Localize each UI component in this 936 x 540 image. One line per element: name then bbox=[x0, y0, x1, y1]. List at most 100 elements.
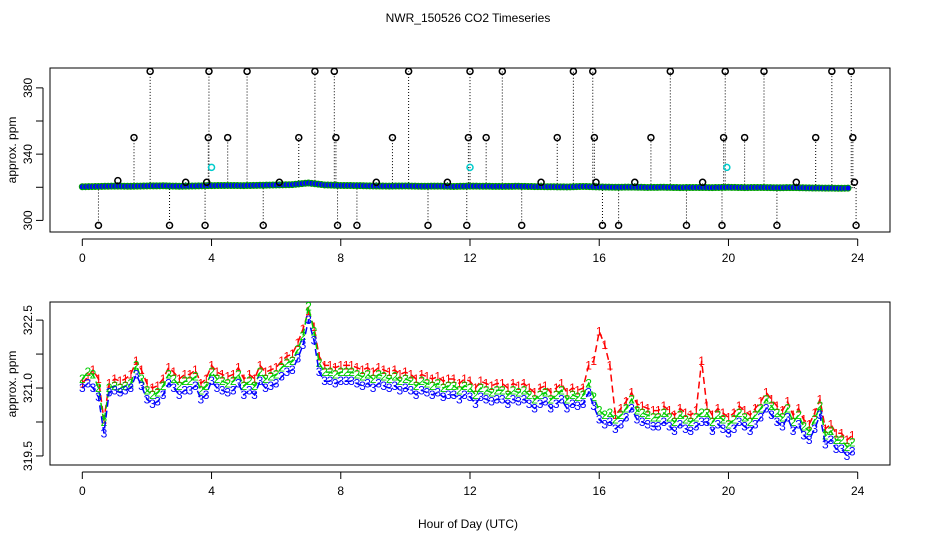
bottom-series-1-point: 1 bbox=[224, 370, 231, 384]
bottom-series-3-point: 3 bbox=[429, 388, 436, 402]
bottom-series-3-point: 3 bbox=[790, 424, 797, 438]
bottom-series-3-point: 3 bbox=[687, 424, 694, 438]
bottom-series-2-point: 2 bbox=[687, 415, 694, 429]
bottom-series-2-point: 2 bbox=[725, 417, 732, 431]
bottom-series-3-point: 3 bbox=[133, 367, 140, 381]
bottom-series-1-point: 1 bbox=[359, 363, 366, 377]
bottom-series-1-point: 1 bbox=[149, 381, 156, 395]
bottom-series-1-point: 1 bbox=[267, 363, 274, 377]
bottom-series-1-point: 1 bbox=[811, 406, 818, 420]
bottom-panel: approx. ppm 0 4 8 12 16 20 24 319.5321.0322.5 … bbox=[5, 300, 891, 498]
bottom-series-2-point: 2 bbox=[187, 374, 194, 388]
bottom-series-2-point: 2 bbox=[574, 390, 581, 404]
bottom-series-3-point: 3 bbox=[348, 374, 355, 388]
bottom-series-3-point: 3 bbox=[283, 365, 290, 379]
bottom-series-3-point: 3 bbox=[757, 410, 764, 424]
bottom-series-1-point: 1 bbox=[558, 377, 565, 391]
bottom-series-3-point: 3 bbox=[682, 422, 689, 436]
bottom-x-tick-label: 12 bbox=[463, 484, 477, 498]
top-outlier-point bbox=[517, 221, 526, 230]
bottom-series-1-point: 1 bbox=[289, 347, 296, 361]
bottom-x-tick-label: 24 bbox=[851, 484, 865, 498]
bottom-series-1-point: 1 bbox=[170, 365, 177, 379]
bottom-series-2-point: 2 bbox=[736, 406, 743, 420]
bottom-series-3-point: 3 bbox=[553, 397, 560, 411]
bottom-series-3-point: 3 bbox=[456, 392, 463, 406]
bottom-series-2-point: 2 bbox=[752, 408, 759, 422]
bottom-series-1-point: 1 bbox=[601, 338, 608, 352]
top-outlier-point bbox=[94, 221, 103, 230]
bottom-series-3-point: 3 bbox=[650, 420, 657, 434]
bottom-series-3-point: 3 bbox=[176, 388, 183, 402]
bottom-series-1-point: 1 bbox=[434, 370, 441, 384]
bottom-series-3-point: 3 bbox=[461, 388, 468, 402]
bottom-series-2-point: 2 bbox=[811, 413, 818, 427]
bottom-series-1-point: 1 bbox=[628, 386, 635, 400]
bottom-series-2-point: 2 bbox=[176, 379, 183, 393]
bottom-series-3-point: 3 bbox=[111, 383, 118, 397]
top-x-tick-label: 24 bbox=[851, 251, 865, 265]
bottom-series-2-point: 2 bbox=[806, 424, 813, 438]
bottom-series-3-point: 3 bbox=[493, 392, 500, 406]
bottom-series-3-point: 3 bbox=[564, 401, 571, 415]
bottom-series-1-point: 1 bbox=[424, 370, 431, 384]
top-x-tick-label: 16 bbox=[593, 251, 607, 265]
bottom-series-3-point: 3 bbox=[106, 386, 113, 400]
bottom-series-1-point: 1 bbox=[219, 367, 226, 381]
bottom-series-1-point: 1 bbox=[774, 399, 781, 413]
top-x-tick-label: 0 bbox=[79, 251, 86, 265]
top-outlier-point bbox=[847, 67, 855, 76]
bottom-series-2-point: 2 bbox=[542, 386, 549, 400]
bottom-series-2-point: 2 bbox=[703, 406, 710, 420]
bottom-series-1-point: 1 bbox=[849, 429, 856, 443]
bottom-series-3-point: 3 bbox=[160, 388, 167, 402]
bottom-series-2-point: 2 bbox=[235, 367, 242, 381]
top-outlier-point bbox=[130, 133, 138, 142]
bottom-series-3-point: 3 bbox=[763, 401, 770, 415]
bottom-series-1-point: 1 bbox=[795, 401, 802, 415]
bottom-series-2-point: 2 bbox=[418, 374, 425, 388]
bottom-series-2-point: 2 bbox=[343, 365, 350, 379]
top-x-tick-label: 12 bbox=[463, 251, 477, 265]
bottom-series-3-point: 3 bbox=[154, 395, 161, 409]
bottom-series-2-point: 2 bbox=[618, 408, 625, 422]
bottom-series-1-point: 1 bbox=[429, 372, 436, 386]
top-outlier-point bbox=[332, 133, 340, 142]
top-outlier-point bbox=[498, 67, 507, 76]
bottom-series-3-point: 3 bbox=[666, 420, 673, 434]
bottom-series-1-point: 1 bbox=[413, 372, 420, 386]
bottom-series-1-point: 1 bbox=[655, 404, 662, 418]
bottom-series-1-point: 1 bbox=[122, 372, 129, 386]
bottom-series-1-point: 1 bbox=[569, 381, 576, 395]
bottom-series-3-point: 3 bbox=[343, 374, 350, 388]
bottom-series-2-point: 2 bbox=[364, 367, 371, 381]
bottom-series-3-point: 3 bbox=[316, 365, 323, 379]
top-flag-point bbox=[207, 163, 216, 172]
bottom-series-2-point: 2 bbox=[833, 433, 840, 447]
bottom-series-1-point: 1 bbox=[488, 379, 495, 393]
bottom-series-2-point: 2 bbox=[650, 410, 657, 424]
bottom-series-2-point: 2 bbox=[251, 379, 258, 393]
bottom-series-3-point: 3 bbox=[418, 383, 425, 397]
bottom-series-1-point: 1 bbox=[181, 367, 188, 381]
bottom-series-3-point: 3 bbox=[590, 399, 597, 413]
bottom-series-2-point: 2 bbox=[380, 370, 387, 384]
bottom-series-2-point: 2 bbox=[467, 381, 474, 395]
bottom-series-1-point: 1 bbox=[241, 372, 248, 386]
bottom-series-3-point: 3 bbox=[741, 420, 748, 434]
bottom-series-1-point: 1 bbox=[402, 365, 409, 379]
bottom-series-3-point: 3 bbox=[95, 390, 102, 404]
top-x-tick-label: 4 bbox=[208, 251, 215, 265]
bottom-series-3-point: 3 bbox=[634, 413, 641, 427]
bottom-series-2-point: 2 bbox=[408, 374, 415, 388]
chart-title: NWR_150526 CO2 Timeseries bbox=[386, 11, 551, 25]
bottom-series-1-point: 1 bbox=[472, 381, 479, 395]
bottom-series-1-point: 1 bbox=[644, 401, 651, 415]
bottom-series-3-point: 3 bbox=[800, 429, 807, 443]
bottom-series-1-point: 1 bbox=[154, 379, 161, 393]
bottom-series-2-point: 2 bbox=[644, 408, 651, 422]
bottom-series-1-point: 1 bbox=[391, 363, 398, 377]
bottom-series-1-point: 1 bbox=[838, 426, 845, 440]
bottom-series-3-point: 3 bbox=[784, 410, 791, 424]
bottom-series-3-point: 3 bbox=[709, 424, 716, 438]
